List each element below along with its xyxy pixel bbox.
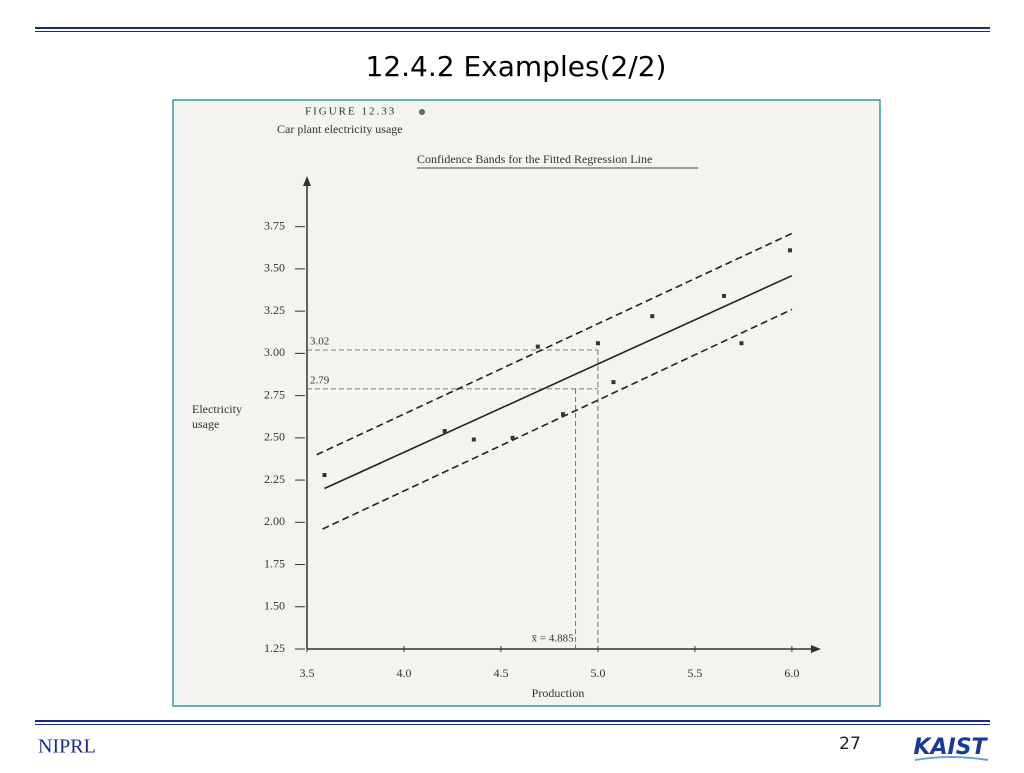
bottom-rule-thin — [35, 724, 990, 725]
figure-frame — [172, 99, 881, 707]
y-tick-label: 2.00 — [264, 514, 285, 528]
reference-label: x̄ = 4.885 — [532, 633, 574, 645]
data-point — [471, 437, 476, 442]
footer-text: NIPRL — [38, 736, 96, 758]
x-tick-label: 5.5 — [687, 666, 702, 680]
y-axis-label: Electricity — [192, 402, 242, 416]
y-tick-label: 1.75 — [264, 556, 285, 570]
y-axis-arrow — [303, 176, 311, 186]
top-rule — [35, 27, 990, 29]
x-tick-label: 4.5 — [493, 666, 508, 680]
fitted-line — [324, 274, 793, 490]
data-point — [787, 248, 792, 253]
x-tick-label: 3.5 — [300, 666, 315, 680]
bottom-rule — [35, 720, 990, 722]
x-tick-label: 5.0 — [590, 666, 605, 680]
data-point — [650, 314, 655, 319]
y-axis-label: usage — [192, 417, 219, 431]
y-tick-label: 3.25 — [264, 303, 285, 317]
data-point — [561, 412, 566, 417]
slide-title: 12.4.2 Examples(2/2) — [366, 50, 667, 83]
y-tick-label: 3.75 — [264, 218, 285, 232]
chart-title: Confidence Bands for the Fitted Regressi… — [417, 152, 652, 166]
y-tick-label: 1.25 — [264, 641, 285, 655]
x-axis-arrow — [811, 645, 821, 653]
y-tick-label: 3.00 — [264, 345, 285, 359]
y-tick-label: 1.50 — [264, 599, 285, 613]
data-point — [535, 344, 540, 349]
reference-label: 3.02 — [310, 336, 329, 348]
data-point — [442, 429, 447, 434]
data-point — [722, 293, 727, 298]
y-tick-label: 2.25 — [264, 472, 285, 486]
page-number: 27 — [839, 734, 861, 754]
data-point — [595, 341, 600, 346]
lower-band — [322, 308, 793, 530]
chart-subtitle: Car plant electricity usage — [277, 122, 403, 136]
logo: KAIST — [913, 735, 988, 760]
x-tick-label: 4.0 — [396, 666, 411, 680]
data-point — [322, 473, 327, 478]
x-axis-label: Production — [532, 686, 585, 700]
y-tick-label: 3.50 — [264, 261, 285, 275]
figure-bullet — [419, 109, 425, 115]
x-tick-label: 6.0 — [784, 666, 799, 680]
y-tick-label: 2.75 — [264, 387, 285, 401]
top-rule-thin — [35, 31, 990, 32]
logo-swoosh — [914, 756, 989, 761]
reference-label: 2.79 — [310, 374, 330, 386]
y-tick-label: 2.50 — [264, 430, 285, 444]
data-point — [510, 435, 515, 440]
figure-label: FIGURE 12.33 — [305, 106, 396, 118]
data-point — [611, 380, 616, 385]
data-point — [739, 341, 744, 346]
